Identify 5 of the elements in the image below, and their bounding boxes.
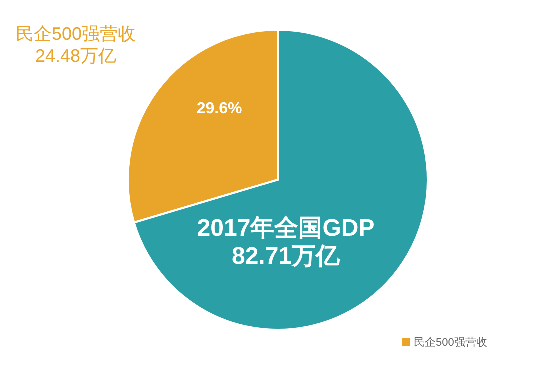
data-label: 29.6% bbox=[196, 100, 242, 118]
legend-label: 民企500强营收 bbox=[414, 336, 488, 349]
text: 2017年全国GDP 82.71万亿 bbox=[197, 215, 375, 270]
slice-label: 民企500强营收 bbox=[16, 24, 136, 44]
text: 24.48万亿 bbox=[35, 46, 117, 66]
